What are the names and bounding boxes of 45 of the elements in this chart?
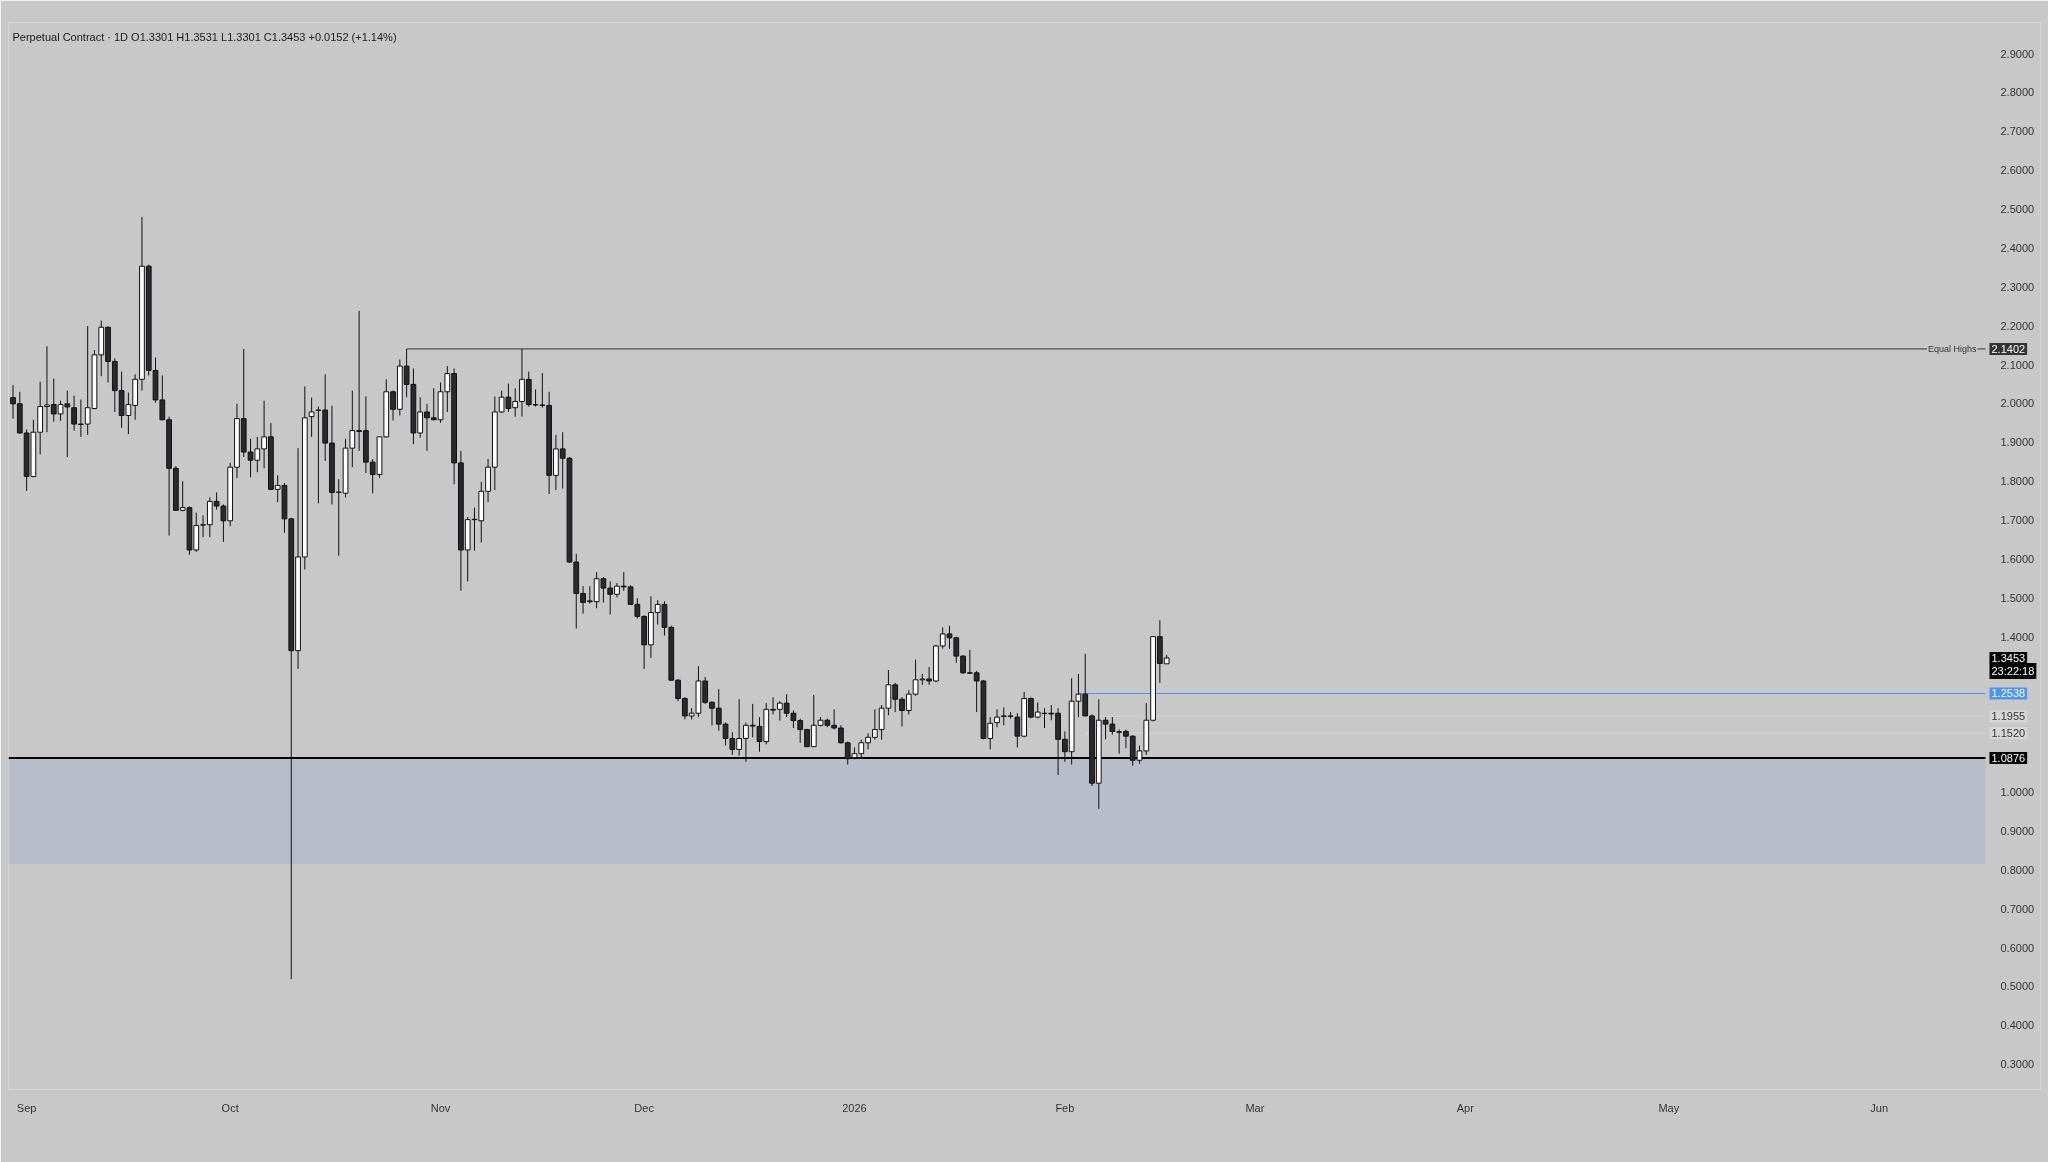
y-tick-label: 2.2000 bbox=[2000, 319, 2035, 332]
text: 23:22:18 bbox=[1991, 664, 2035, 677]
y-tick-label: 2.9000 bbox=[2000, 47, 2035, 60]
x-tick-label: Apr bbox=[1456, 1101, 1475, 1114]
data-label: 1.1520 bbox=[1991, 727, 2026, 740]
text: Perpetual Contract · 1D O1.3301 H1.3531 L1.3301 C1.3453 +0.0152 (+1.14%) bbox=[12, 30, 397, 43]
x-tick-label: 2026 bbox=[842, 1101, 867, 1114]
x-tick-label: Dec bbox=[634, 1101, 655, 1114]
y-tick-label: 2.1000 bbox=[2000, 358, 2035, 371]
y-tick-label: 2.4000 bbox=[2000, 241, 2035, 254]
y-tick-label: 2.3000 bbox=[2000, 280, 2035, 293]
x-tick-label: Oct bbox=[221, 1101, 239, 1114]
legend-label: Equal Highs bbox=[1927, 343, 1977, 354]
y-tick-label: 0.3000 bbox=[2000, 1058, 2035, 1071]
x-tick-label: Mar bbox=[1245, 1101, 1265, 1114]
y-tick-label: 1.5000 bbox=[2000, 591, 2035, 604]
y-tick-label: 2.6000 bbox=[2000, 164, 2035, 177]
x-tick-label: Nov bbox=[430, 1101, 451, 1114]
data-label: 2.1402 bbox=[1991, 342, 2026, 355]
y-tick-label: 0.9000 bbox=[2000, 825, 2035, 838]
y-tick-label: 1.9000 bbox=[2000, 436, 2035, 449]
y-tick-label: 1.8000 bbox=[2000, 475, 2035, 488]
data-label: 1.1955 bbox=[1991, 710, 2026, 723]
y-tick-label: 0.7000 bbox=[2000, 902, 2035, 915]
x-tick-label: Feb bbox=[1055, 1101, 1075, 1114]
y-tick-label: 2.8000 bbox=[2000, 86, 2035, 99]
y-tick-label: 2.0000 bbox=[2000, 397, 2035, 410]
y-tick-label: 2.5000 bbox=[2000, 203, 2035, 216]
y-tick-label: 1.7000 bbox=[2000, 514, 2035, 527]
candlestick bbox=[994, 708, 1000, 728]
candlestick bbox=[308, 397, 315, 438]
y-tick-label: 0.4000 bbox=[2000, 1019, 2035, 1032]
x-tick-label: Jun bbox=[1870, 1101, 1889, 1114]
y-tick-label: 2.7000 bbox=[2000, 125, 2035, 138]
y-tick-label: 1.4000 bbox=[2000, 630, 2035, 643]
y-tick-label: 1.6000 bbox=[2000, 552, 2035, 565]
data-label: 1.2538 bbox=[1991, 687, 2026, 700]
y-tick-label: 0.8000 bbox=[2000, 863, 2035, 876]
x-tick-label: May bbox=[1658, 1101, 1680, 1114]
y-tick-label: 0.5000 bbox=[2000, 980, 2035, 993]
x-tick-label: Sep bbox=[16, 1101, 37, 1114]
y-tick-label: 1.0000 bbox=[2000, 786, 2035, 799]
y-tick-label: 0.6000 bbox=[2000, 941, 2035, 954]
ref-line-label: 1.0876 bbox=[1991, 752, 2026, 765]
text: 1.3453 bbox=[1991, 651, 2026, 664]
